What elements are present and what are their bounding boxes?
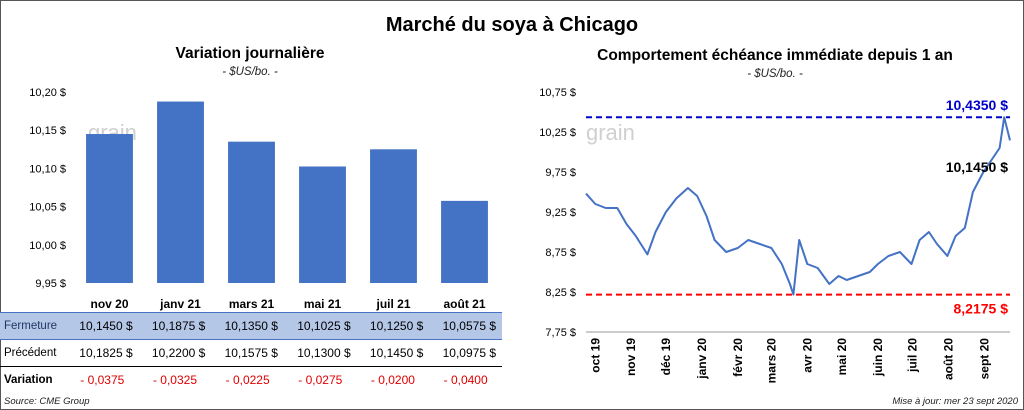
- line-y-tick-label: 9,75 $: [545, 167, 576, 179]
- bar: [157, 101, 204, 283]
- left-chart-title: Variation journalière: [175, 45, 325, 62]
- line-y-tick-label: 10,25 $: [539, 127, 576, 139]
- table-cell: - 0,0200: [370, 373, 415, 387]
- table-cell: 10,2200 $: [138, 339, 212, 367]
- table-cell: - 0,0275: [298, 373, 343, 387]
- bar-x-tick-label: janv 21: [159, 297, 201, 311]
- line-x-tick-label: janv 20: [695, 338, 709, 380]
- table-cell: 10,1350 $: [211, 312, 284, 340]
- line-x-tick-label: mai 20: [835, 338, 849, 376]
- prices-table: Fermeture 10,1450 $ 10,1875 $ 10,1350 $ …: [0, 312, 502, 393]
- table-cell: - 0,0225: [225, 373, 270, 387]
- table-row-variation: Variation - 0,0375 - 0,0325 - 0,0225 - 0…: [0, 367, 502, 394]
- line-x-tick-label: juin 20: [871, 338, 885, 377]
- bar: [370, 149, 417, 283]
- bar-y-tick-label: 10,00 $: [29, 240, 66, 252]
- table-cell: 10,0575 $: [429, 312, 502, 340]
- right-watermark: grain: [586, 120, 635, 145]
- table-cell: 10,1875 $: [138, 312, 212, 340]
- line-x-tick-label: sept 20: [978, 338, 992, 380]
- bar: [441, 200, 488, 283]
- right-chart-title: Comportement échéance immédiate depuis 1…: [597, 47, 953, 64]
- bar-x-tick-label: nov 20: [90, 297, 128, 311]
- line-x-tick-label: mars 20: [764, 338, 778, 384]
- table-cell: - 0,0375: [80, 373, 125, 387]
- table-cell: 10,1450 $: [356, 339, 430, 367]
- table-cell: 10,1300 $: [283, 339, 357, 367]
- bar: [228, 141, 275, 283]
- line-y-tick-label: 7,75 $: [545, 327, 576, 339]
- line-y-tick-label: 9,25 $: [545, 207, 576, 219]
- table-cell: - 0,0325: [152, 373, 197, 387]
- line-x-tick-label: oct 19: [588, 338, 602, 373]
- line-y-tick-label: 10,75 $: [539, 87, 576, 99]
- bar-y-tick-label: 10,15 $: [29, 125, 66, 137]
- bar-x-tick-label: mai 21: [304, 297, 342, 311]
- row-label: Fermeture: [0, 312, 66, 340]
- line-x-tick-label: juil 20: [906, 338, 920, 373]
- row-label: Précédent: [0, 339, 66, 367]
- bar-y-tick-label: 10,10 $: [29, 163, 66, 175]
- bar-y-tick-label: 9,95 $: [35, 278, 66, 290]
- min-value-label: 8,2175 $: [954, 301, 1009, 317]
- left-chart-unit: - $US/bo. -: [222, 66, 278, 78]
- bar-x-tick-label: juil 21: [375, 297, 410, 311]
- last-value-label: 10,1450 $: [946, 159, 1008, 175]
- price-line: [585, 116, 1011, 296]
- table-row-precedent: Précédent 10,1825 $ 10,2200 $ 10,1575 $ …: [0, 339, 502, 367]
- row-label: Variation: [4, 374, 53, 386]
- table-cell: 10,1825 $: [66, 339, 139, 367]
- table-cell: 10,1025 $: [283, 312, 357, 340]
- table-cell: - 0,0400: [443, 373, 488, 387]
- bar-x-tick-label: mars 21: [229, 297, 275, 311]
- table-cell: 10,0975 $: [429, 339, 502, 367]
- max-value-label: 10,4350 $: [946, 97, 1008, 113]
- line-x-tick-label: déc 19: [659, 338, 673, 376]
- line-x-tick-label: nov 19: [624, 338, 638, 376]
- main-title: Marché du soya à Chicago: [385, 14, 639, 36]
- table-cell: 10,1450 $: [66, 312, 139, 340]
- bar-y-tick-label: 10,05 $: [29, 202, 66, 214]
- bar-y-tick-label: 10,20 $: [29, 87, 66, 99]
- bar: [299, 166, 346, 283]
- line-y-tick-label: 8,75 $: [545, 247, 576, 259]
- update-note: Mise à jour: mer 23 sept 2020: [892, 396, 1018, 407]
- line-y-tick-label: 8,25 $: [545, 287, 576, 299]
- table-cell: 10,1250 $: [356, 312, 430, 340]
- table-row-fermeture: Fermeture 10,1450 $ 10,1875 $ 10,1350 $ …: [0, 312, 502, 340]
- line-x-tick-label: avr 20: [800, 338, 814, 373]
- bar: [86, 134, 133, 283]
- right-chart-unit: - $US/bo. -: [747, 68, 803, 80]
- line-x-tick-label: févr 20: [731, 338, 745, 377]
- bar-x-tick-label: août 21: [443, 297, 485, 311]
- source-note: Source: CME Group: [4, 396, 90, 407]
- line-x-tick-label: août 20: [942, 338, 956, 380]
- table-cell: 10,1575 $: [211, 339, 284, 367]
